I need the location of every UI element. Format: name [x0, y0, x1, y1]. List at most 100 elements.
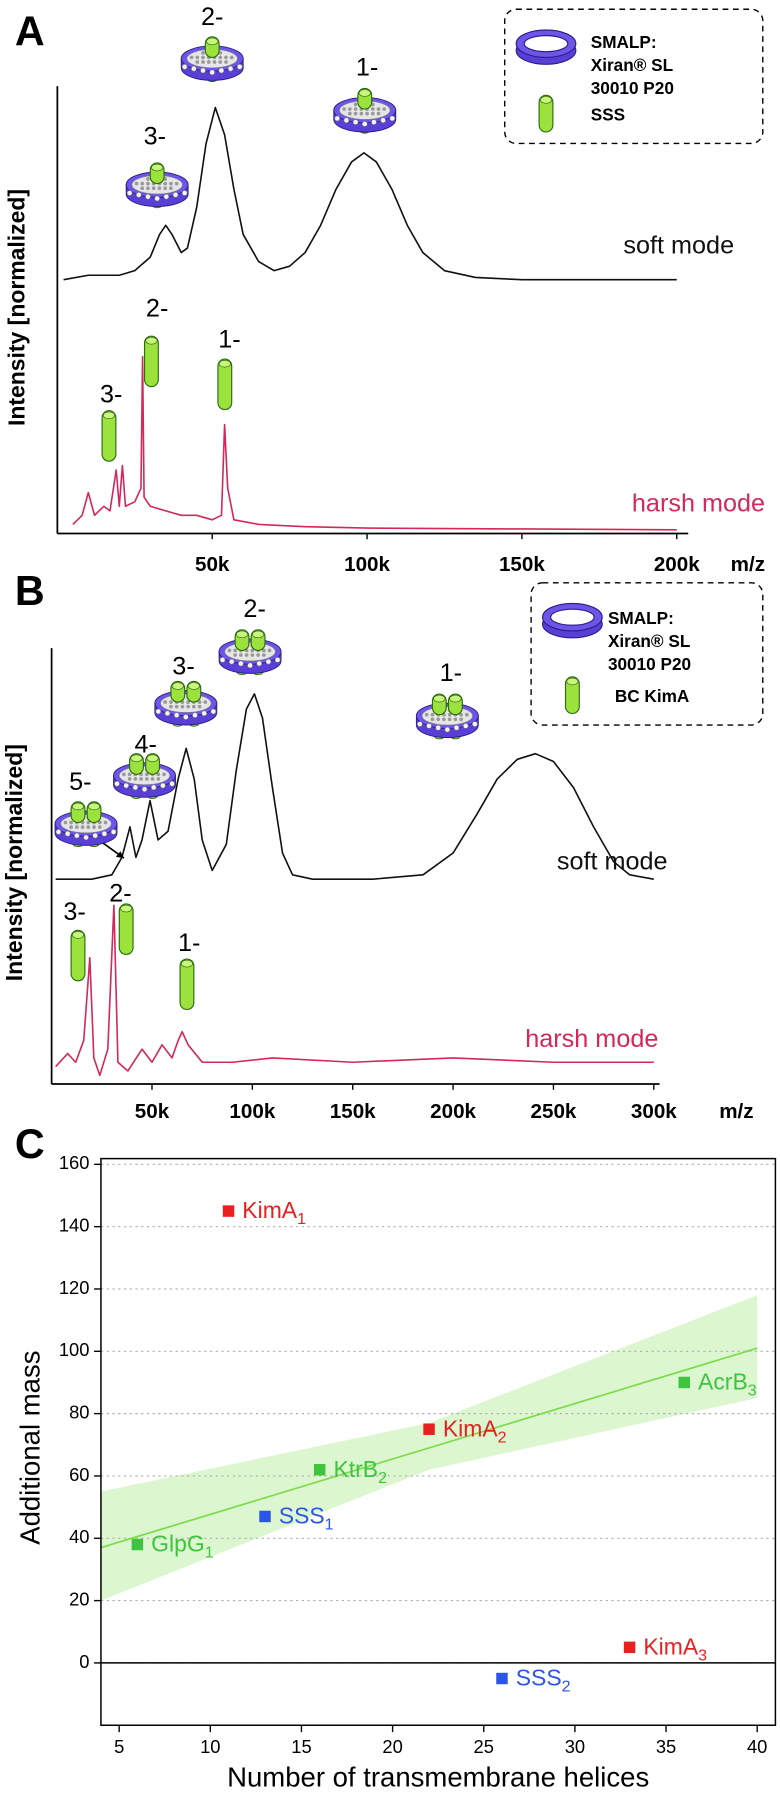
lipid-head — [447, 717, 452, 722]
cylinder-top — [566, 677, 579, 686]
nanodisc-icon — [415, 693, 479, 740]
lipid-edge — [191, 65, 197, 72]
lipid-edge — [219, 657, 226, 663]
arrow-head — [115, 851, 124, 859]
data-point — [423, 1423, 435, 1435]
charge-label: 2- — [109, 879, 131, 907]
x-tick-label: 10 — [200, 1736, 220, 1757]
lipid-head — [201, 55, 205, 60]
charge-label: 3- — [100, 380, 122, 408]
cylinder-body — [70, 929, 86, 982]
legend-ring-hole — [523, 35, 569, 53]
legend-text: Xiran® SL — [608, 631, 690, 651]
point-label-name: KimA — [242, 1197, 298, 1223]
lipid-edge — [101, 830, 108, 837]
y-tick-label: 140 — [59, 1215, 90, 1236]
point-label-subscript: 2 — [378, 1469, 387, 1487]
lipid-head — [256, 653, 260, 657]
x-tick-label: 250k — [531, 1100, 577, 1123]
lipid-edge — [173, 712, 180, 718]
nanodisc-icon — [333, 87, 397, 134]
lipid-edge — [155, 708, 162, 715]
cylinder-body — [179, 958, 195, 1011]
lipid-head — [197, 700, 202, 704]
point-label-name: KimA — [443, 1415, 499, 1441]
nanodisc-icon — [180, 36, 244, 82]
nanodisc-icon — [113, 753, 176, 799]
lipid-head — [453, 717, 458, 722]
y-tick-label: 0 — [79, 1651, 89, 1672]
y-tick-label: 80 — [69, 1401, 89, 1422]
y-axis-label: Intensity [normalized] — [1, 744, 27, 981]
lipid-head — [163, 186, 168, 191]
lipid-head — [430, 712, 435, 717]
y-tick-label: 20 — [69, 1588, 89, 1609]
lipid-head — [465, 712, 469, 717]
lipid-core — [119, 766, 171, 785]
cylinder-top — [206, 37, 219, 46]
protein-icon — [538, 94, 554, 133]
lipid-edge — [343, 117, 350, 124]
panel-letter: B — [15, 568, 45, 614]
lipid-edge — [145, 193, 151, 200]
lipid-head — [156, 777, 161, 781]
lipid-edge — [256, 660, 263, 667]
lipid-head — [80, 825, 85, 829]
data-point — [313, 1463, 326, 1476]
point-label: KimA3 — [643, 1634, 707, 1665]
x-tick-label: 20 — [382, 1736, 402, 1757]
charge-label: 1- — [440, 659, 462, 687]
charge-label: 3- — [63, 898, 85, 926]
y-tick-label: 100 — [59, 1339, 90, 1360]
legend-text: BC KimA — [615, 686, 689, 706]
y-tick-label: 40 — [69, 1526, 89, 1547]
point-label-subscript: 2 — [498, 1429, 507, 1447]
charge-label: 2- — [201, 3, 223, 31]
lipid-head — [169, 704, 173, 709]
protein-icon — [86, 801, 102, 824]
lipid-head — [227, 648, 232, 653]
lipid-edge — [160, 782, 166, 789]
point-label: KimA2 — [443, 1415, 507, 1446]
legend-text: SMALP: — [608, 608, 674, 628]
point-label-name: SSS — [279, 1503, 325, 1529]
lipid-head — [169, 700, 173, 704]
cylinder-body — [564, 676, 580, 715]
lipid-head — [97, 820, 102, 825]
lipid-edge — [126, 190, 133, 196]
protein-icon — [170, 680, 186, 703]
cylinder-top — [71, 931, 85, 939]
cylinder-body — [118, 903, 134, 955]
lipid-edge — [274, 657, 281, 663]
cylinder-top — [151, 163, 164, 172]
lipid-head — [163, 181, 168, 186]
charge-label: 1- — [218, 325, 240, 353]
lipid-head — [370, 111, 375, 116]
lipid-edge — [172, 192, 179, 198]
lipid-edge — [444, 726, 451, 733]
lipid-edge — [426, 723, 432, 729]
cylinder-top — [130, 754, 143, 763]
plot-frame — [100, 1157, 777, 1726]
protein-icon — [70, 801, 86, 824]
lipid-head — [203, 700, 208, 704]
y-axis-label: Intensity [normalized] — [3, 189, 29, 426]
lipid-head — [359, 111, 364, 116]
protein-icon — [250, 629, 266, 652]
lipid-edge — [247, 662, 253, 669]
trace-label: soft mode — [557, 847, 668, 875]
trace-label: harsh mode — [525, 1025, 658, 1053]
point-label-subscript: 3 — [698, 1647, 707, 1665]
lipid-head — [146, 181, 150, 186]
protein-icon — [447, 693, 463, 716]
charge-label: 3- — [144, 122, 166, 150]
protein-icon — [143, 335, 159, 388]
lipid-head — [224, 55, 228, 60]
point-label-subscript: 3 — [748, 1382, 757, 1400]
cylinder-top — [120, 904, 133, 913]
lipid-edge — [472, 721, 478, 727]
lipid-head — [370, 107, 375, 111]
cylinder-top — [145, 336, 158, 345]
protein-icon — [145, 753, 161, 775]
